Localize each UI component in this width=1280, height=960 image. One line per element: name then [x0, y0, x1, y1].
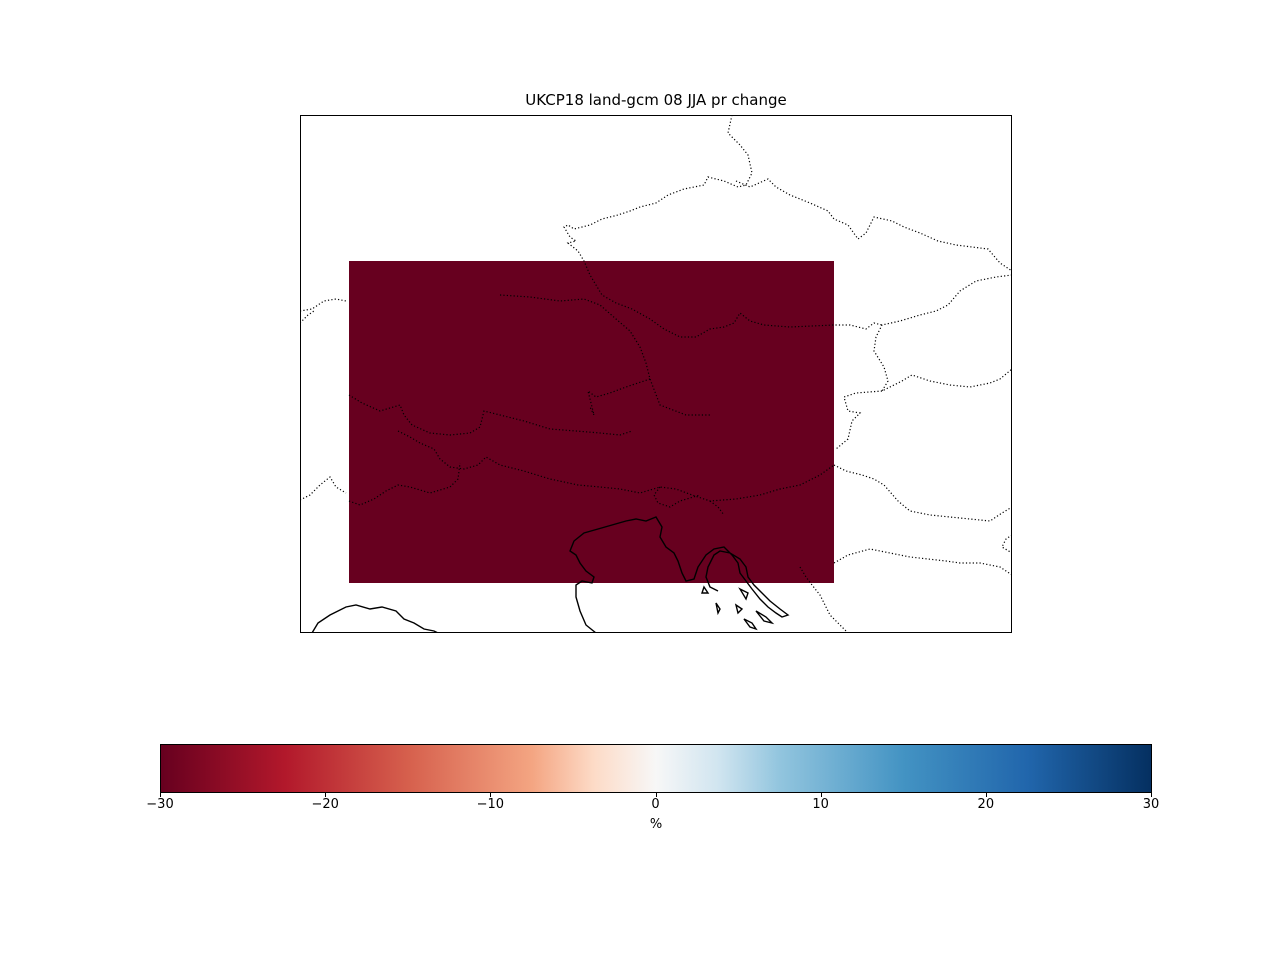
data-cell	[349, 261, 834, 583]
colorbar-tick	[1151, 793, 1152, 797]
colorbar-tick-label: 30	[1142, 797, 1160, 812]
colorbar-tick	[490, 793, 492, 797]
colorbar-tick	[325, 793, 327, 797]
colorbar	[160, 744, 1152, 793]
plot-title: UKCP18 land-gcm 08 JJA pr change	[525, 91, 787, 109]
colorbar-tick-label: 0	[651, 797, 660, 812]
colorbar-tick	[655, 793, 657, 797]
colorbar-tick	[820, 793, 822, 797]
colorbar-tick-label: −10	[476, 797, 505, 812]
country-borders	[300, 115, 1012, 633]
coastline	[311, 516, 790, 633]
colorbar-label: %	[649, 817, 663, 832]
colorbar-tick-label: 20	[977, 797, 995, 812]
colorbar-tick-label: −20	[311, 797, 339, 812]
colorbar-tick-label: 10	[812, 797, 829, 812]
colorbar-tick	[985, 793, 987, 797]
colorbar-tick	[160, 793, 161, 797]
map-axes	[300, 115, 1012, 633]
colorbar-tick-label: −30	[146, 797, 174, 812]
